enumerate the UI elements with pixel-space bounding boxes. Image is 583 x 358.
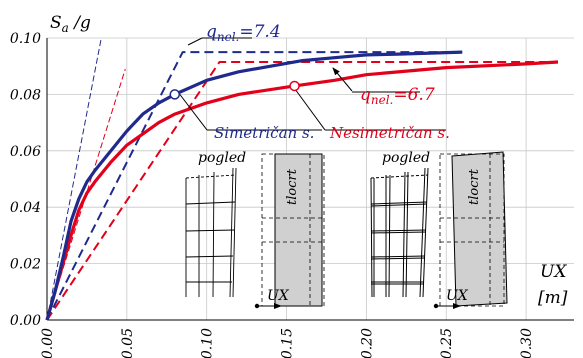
series-line	[46, 51, 463, 321]
grid	[47, 37, 574, 320]
x-tick-label: 0.00	[40, 328, 56, 358]
y-tick-label: 0.10	[10, 31, 41, 47]
x-tick-labels: 0.00 0.05 0.10 0.15 0.20 0.25 0.30	[40, 328, 535, 358]
y-tick-label: 0.02	[10, 257, 41, 273]
series-line	[46, 61, 558, 321]
y-tick-labels: 0.00 0.02 0.04 0.06 0.08 0.10	[10, 31, 41, 329]
plan-sketch-left: tlocrt UX	[254, 153, 325, 309]
x-tick-label: 0.10	[200, 328, 216, 358]
series-group	[45, 37, 559, 321]
plan-sketch-right: tlocrt UX	[433, 151, 508, 309]
markers-group	[169, 80, 300, 100]
inset-tlocrt-right: tlocrt	[467, 168, 482, 205]
inset-pogled-right: pogled	[382, 150, 430, 166]
x-axis-unit: [m]	[538, 288, 568, 308]
x-axis-label: UX	[540, 262, 567, 282]
callout-q-red: qnel.=6.7	[332, 67, 435, 107]
y-tick-label: 0.00	[10, 313, 41, 329]
y-tick-label: 0.08	[10, 87, 41, 103]
y-axis-label: Sa /g	[50, 13, 91, 35]
y-tick-label: 0.06	[10, 144, 41, 160]
series-line	[46, 37, 102, 321]
series-line	[45, 60, 559, 321]
inset-tlocrt-left: tlocrt	[285, 168, 300, 205]
series-marker	[289, 80, 300, 92]
label-simetrican: Simetričan s.	[214, 124, 314, 142]
inset-ux-left: UX	[267, 288, 290, 304]
inset-right: pogled tlocrt	[370, 150, 508, 309]
q-red-label: qnel.=6.7	[360, 85, 435, 107]
q-blue-label: qnel.=7.4	[206, 22, 281, 44]
frame-sketch-right	[370, 167, 429, 298]
label-nesimetrican: Nesimetričan s.	[329, 124, 450, 142]
x-tick-label: 0.15	[280, 328, 296, 358]
callout-sym: Simetričan s.	[177, 91, 322, 142]
x-tick-label: 0.30	[519, 328, 535, 358]
y-tick-label: 0.04	[10, 200, 41, 216]
frame-sketch-left	[185, 167, 237, 298]
callout-q-blue: qnel.=7.4	[187, 22, 281, 46]
series-line	[45, 50, 463, 321]
x-tick-label: 0.25	[439, 328, 455, 358]
inset-pogled-left: pogled	[198, 150, 246, 166]
callout-nonsym: Nesimetričan s.	[294, 88, 450, 142]
x-tick-label: 0.05	[120, 328, 136, 358]
x-tick-label: 0.20	[359, 328, 375, 358]
inset-ux-right: UX	[446, 288, 469, 304]
inset-left: pogled tlocrt UX	[185, 150, 325, 309]
series-marker	[169, 89, 181, 100]
